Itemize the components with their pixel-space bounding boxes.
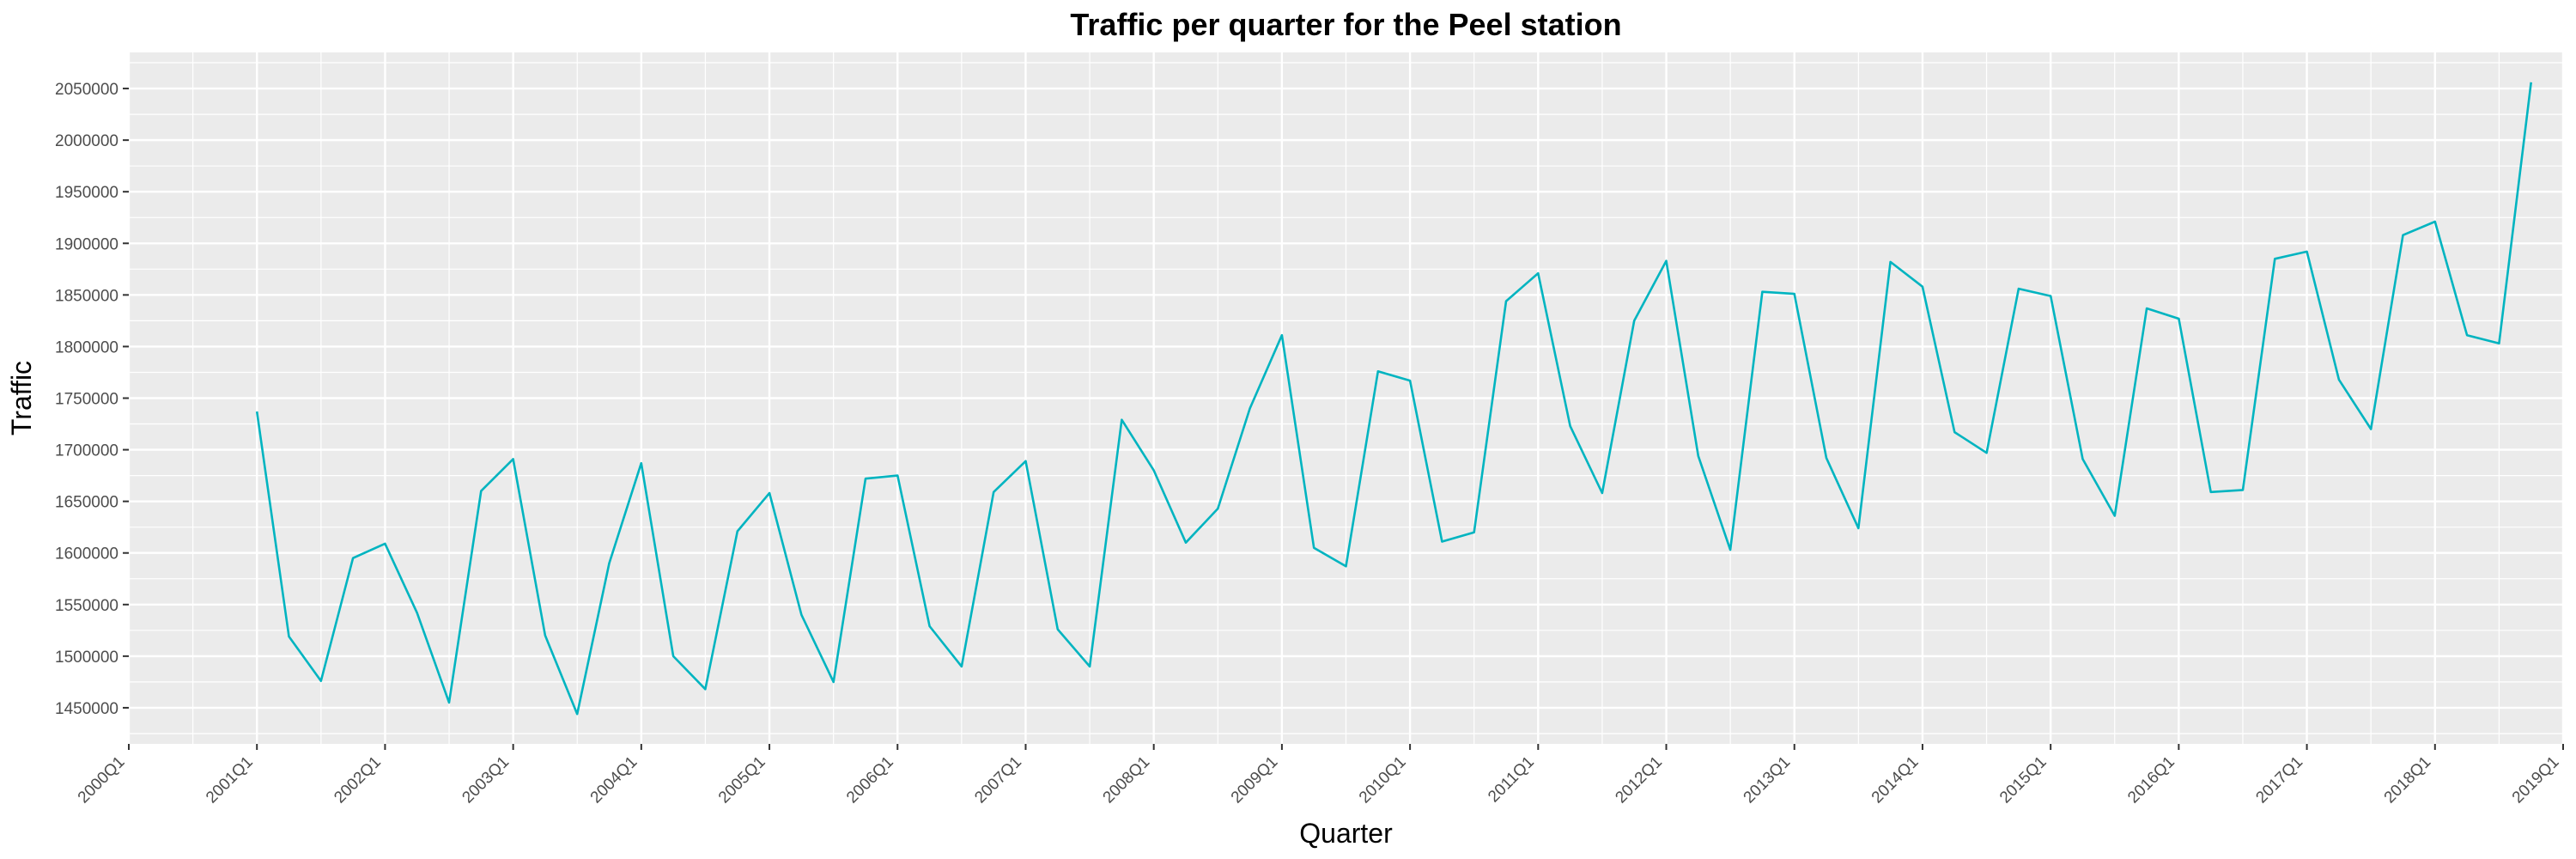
x-axis-ticks: 2000Q1 2001Q1 2002Q1 2003Q1 2004Q1 2005Q1 2006… bbox=[75, 744, 2564, 807]
chart-title: Traffic per quarter for the Peel station bbox=[1070, 7, 1621, 42]
x-tick-label: 2009Q1 bbox=[1228, 753, 1282, 807]
series-layer bbox=[255, 82, 2532, 716]
y-tick-label: 1550000 bbox=[55, 597, 118, 615]
x-tick-label: 2013Q1 bbox=[1741, 753, 1795, 807]
x-tick-label: 2002Q1 bbox=[331, 753, 385, 807]
y-tick-label: 1850000 bbox=[55, 287, 118, 305]
y-tick-label: 1950000 bbox=[55, 184, 118, 202]
x-tick-label: 2012Q1 bbox=[1612, 753, 1666, 807]
x-tick-label: 2019Q1 bbox=[2509, 753, 2563, 807]
x-tick-label: 2007Q1 bbox=[971, 753, 1025, 807]
y-tick-label: 2050000 bbox=[55, 81, 118, 99]
major-gridlines bbox=[127, 52, 2565, 744]
y-tick-label: 1800000 bbox=[55, 338, 118, 356]
y-tick-label: 1650000 bbox=[55, 494, 118, 512]
x-axis-label: Quarter bbox=[1299, 818, 1393, 849]
x-tick-label: 2006Q1 bbox=[843, 753, 897, 807]
y-tick-label: 1450000 bbox=[55, 700, 118, 718]
x-tick-label: 2014Q1 bbox=[1868, 753, 1923, 807]
x-tick-label: 2018Q1 bbox=[2381, 753, 2435, 807]
x-tick-label: 2011Q1 bbox=[1485, 753, 1538, 807]
y-tick-label: 1900000 bbox=[55, 235, 118, 253]
series-line-0 bbox=[255, 82, 2532, 716]
x-tick-label: 2008Q1 bbox=[1100, 753, 1154, 807]
x-tick-label: 2016Q1 bbox=[2124, 753, 2178, 807]
x-tick-label: 2000Q1 bbox=[75, 753, 129, 807]
x-tick-label: 2017Q1 bbox=[2252, 753, 2306, 807]
y-tick-label: 2000000 bbox=[55, 132, 118, 150]
y-axis-label: Traffic bbox=[6, 361, 37, 436]
x-tick-label: 2003Q1 bbox=[459, 753, 513, 807]
y-tick-label: 1600000 bbox=[55, 545, 118, 564]
y-tick-label: 1750000 bbox=[55, 391, 118, 409]
y-tick-label: 1700000 bbox=[55, 442, 118, 460]
y-tick-label: 1500000 bbox=[55, 649, 118, 667]
y-axis-ticks: 1450000 1500000 1550000 1600000 1650000 17000… bbox=[55, 81, 129, 718]
x-tick-label: 2005Q1 bbox=[715, 753, 769, 807]
x-tick-label: 2004Q1 bbox=[587, 753, 641, 807]
x-tick-label: 2001Q1 bbox=[203, 753, 257, 807]
x-tick-label: 2015Q1 bbox=[1996, 753, 2050, 807]
x-tick-label: 2010Q1 bbox=[1356, 753, 1410, 807]
